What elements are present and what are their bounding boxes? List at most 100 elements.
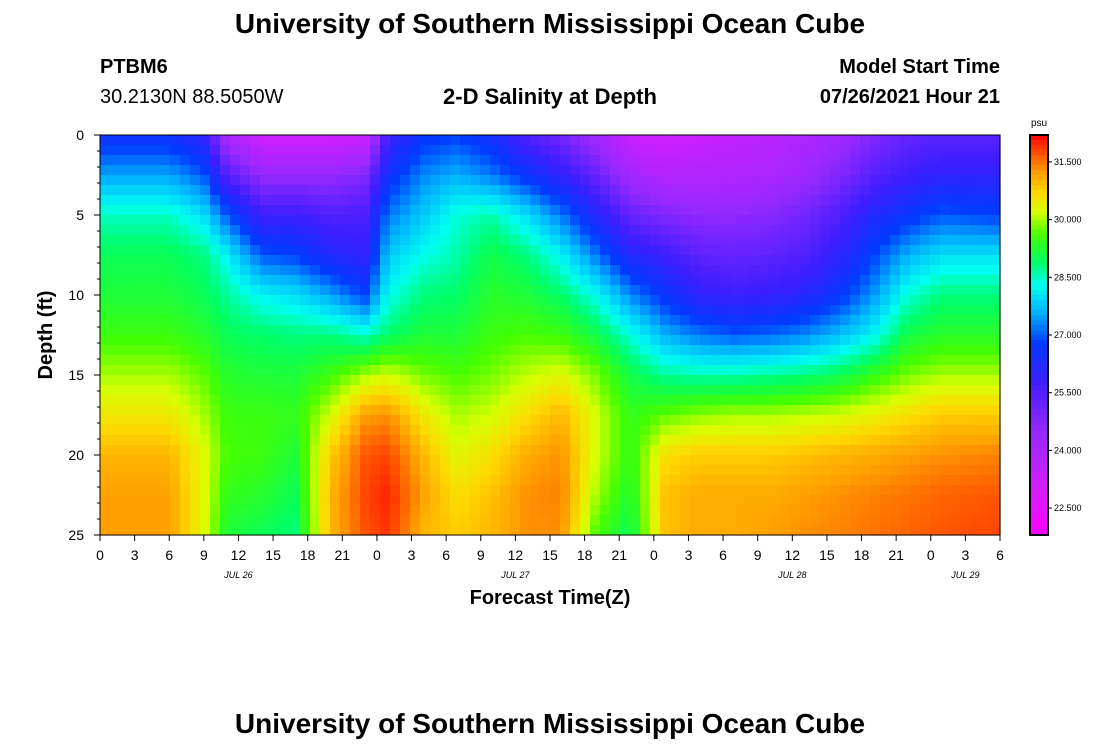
heatmap-cell xyxy=(190,145,201,156)
heatmap-cell xyxy=(230,145,241,156)
heatmap-cell xyxy=(460,325,471,336)
heatmap-cell xyxy=(700,235,711,246)
heatmap-cell xyxy=(720,265,731,276)
heatmap-cell xyxy=(990,335,1001,346)
heatmap-cell xyxy=(800,415,811,426)
heatmap-cell xyxy=(900,465,911,476)
heatmap-cell xyxy=(230,165,241,176)
heatmap-cell xyxy=(570,505,581,516)
heatmap-cell xyxy=(280,205,291,216)
y-tick-label: 20 xyxy=(68,447,84,463)
heatmap-cell xyxy=(500,495,511,506)
heatmap-cell xyxy=(580,335,591,346)
heatmap-cell xyxy=(290,325,301,336)
heatmap-cell xyxy=(890,455,901,466)
heatmap-cell xyxy=(140,485,151,496)
heatmap-cell xyxy=(140,335,151,346)
heatmap-cell xyxy=(490,475,501,486)
heatmap-cell xyxy=(370,255,381,266)
heatmap-cell xyxy=(880,225,891,236)
heatmap-cell xyxy=(770,515,781,526)
heatmap-cell xyxy=(900,475,911,486)
heatmap-cell xyxy=(570,315,581,326)
heatmap-cell xyxy=(210,255,221,266)
heatmap-cell xyxy=(290,335,301,346)
heatmap-cell xyxy=(230,205,241,216)
heatmap-cell xyxy=(360,525,371,536)
heatmap-cell xyxy=(540,235,551,246)
heatmap-cell xyxy=(930,365,941,376)
heatmap-cell xyxy=(980,295,991,306)
heatmap-cell xyxy=(400,215,411,226)
heatmap-cell xyxy=(550,525,561,536)
heatmap-cell xyxy=(250,465,261,476)
heatmap-cell xyxy=(470,235,481,246)
heatmap-cell xyxy=(140,465,151,476)
heatmap-cell xyxy=(240,305,251,316)
colorbar-cell xyxy=(1030,145,1048,151)
heatmap-cell xyxy=(400,515,411,526)
heatmap-cell xyxy=(160,205,171,216)
heatmap-cell xyxy=(290,455,301,466)
heatmap-cell xyxy=(170,365,181,376)
heatmap-cell xyxy=(600,395,611,406)
heatmap-cell xyxy=(980,315,991,326)
heatmap-cell xyxy=(960,155,971,166)
heatmap-cell xyxy=(160,185,171,196)
heatmap-cell xyxy=(510,235,521,246)
heatmap-cell xyxy=(650,205,661,216)
heatmap-cell xyxy=(620,405,631,416)
heatmap-cell xyxy=(810,505,821,516)
station-id: PTBM6 xyxy=(100,56,168,78)
heatmap-cell xyxy=(780,375,791,386)
heatmap-cell xyxy=(360,435,371,446)
heatmap-cell xyxy=(880,295,891,306)
heatmap-cell xyxy=(510,405,521,416)
heatmap-cell xyxy=(570,475,581,486)
heatmap-cell xyxy=(200,185,211,196)
heatmap-cell xyxy=(230,495,241,506)
heatmap-cell xyxy=(810,345,821,356)
heatmap-cell xyxy=(250,505,261,516)
heatmap-cell xyxy=(750,205,761,216)
heatmap-cell xyxy=(920,515,931,526)
heatmap-cell xyxy=(940,165,951,176)
heatmap-cell xyxy=(170,405,181,416)
heatmap-cell xyxy=(790,425,801,436)
heatmap-cell xyxy=(480,355,491,366)
heatmap-cell xyxy=(740,345,751,356)
heatmap-cell xyxy=(630,475,641,486)
heatmap-cell xyxy=(240,355,251,366)
heatmap-cell xyxy=(830,305,841,316)
heatmap-cell xyxy=(750,285,761,296)
heatmap-cell xyxy=(310,515,321,526)
heatmap-cell xyxy=(850,415,861,426)
colorbar-cell xyxy=(1030,380,1048,386)
heatmap-cell xyxy=(280,315,291,326)
heatmap-cell xyxy=(890,525,901,536)
heatmap-cell xyxy=(570,195,581,206)
colorbar-cell xyxy=(1030,230,1048,236)
heatmap-cell xyxy=(970,355,981,366)
heatmap-cell xyxy=(900,505,911,516)
heatmap-cell xyxy=(670,425,681,436)
heatmap-cell xyxy=(480,515,491,526)
heatmap-cell xyxy=(670,355,681,366)
heatmap-cell xyxy=(690,275,701,286)
heatmap-cell xyxy=(510,335,521,346)
heatmap-cell xyxy=(380,355,391,366)
heatmap-cell xyxy=(320,485,331,496)
colorbar-cell xyxy=(1030,515,1048,521)
heatmap-cell xyxy=(930,345,941,356)
heatmap-cell xyxy=(790,295,801,306)
heatmap-cell xyxy=(550,235,561,246)
heatmap-cell xyxy=(130,405,141,416)
heatmap-cell xyxy=(470,455,481,466)
heatmap-cell xyxy=(400,155,411,166)
heatmap-cell xyxy=(970,225,981,236)
heatmap-cell xyxy=(360,505,371,516)
heatmap-cell xyxy=(690,295,701,306)
heatmap-cell xyxy=(230,315,241,326)
heatmap-cell xyxy=(830,275,841,286)
heatmap-cell xyxy=(670,455,681,466)
